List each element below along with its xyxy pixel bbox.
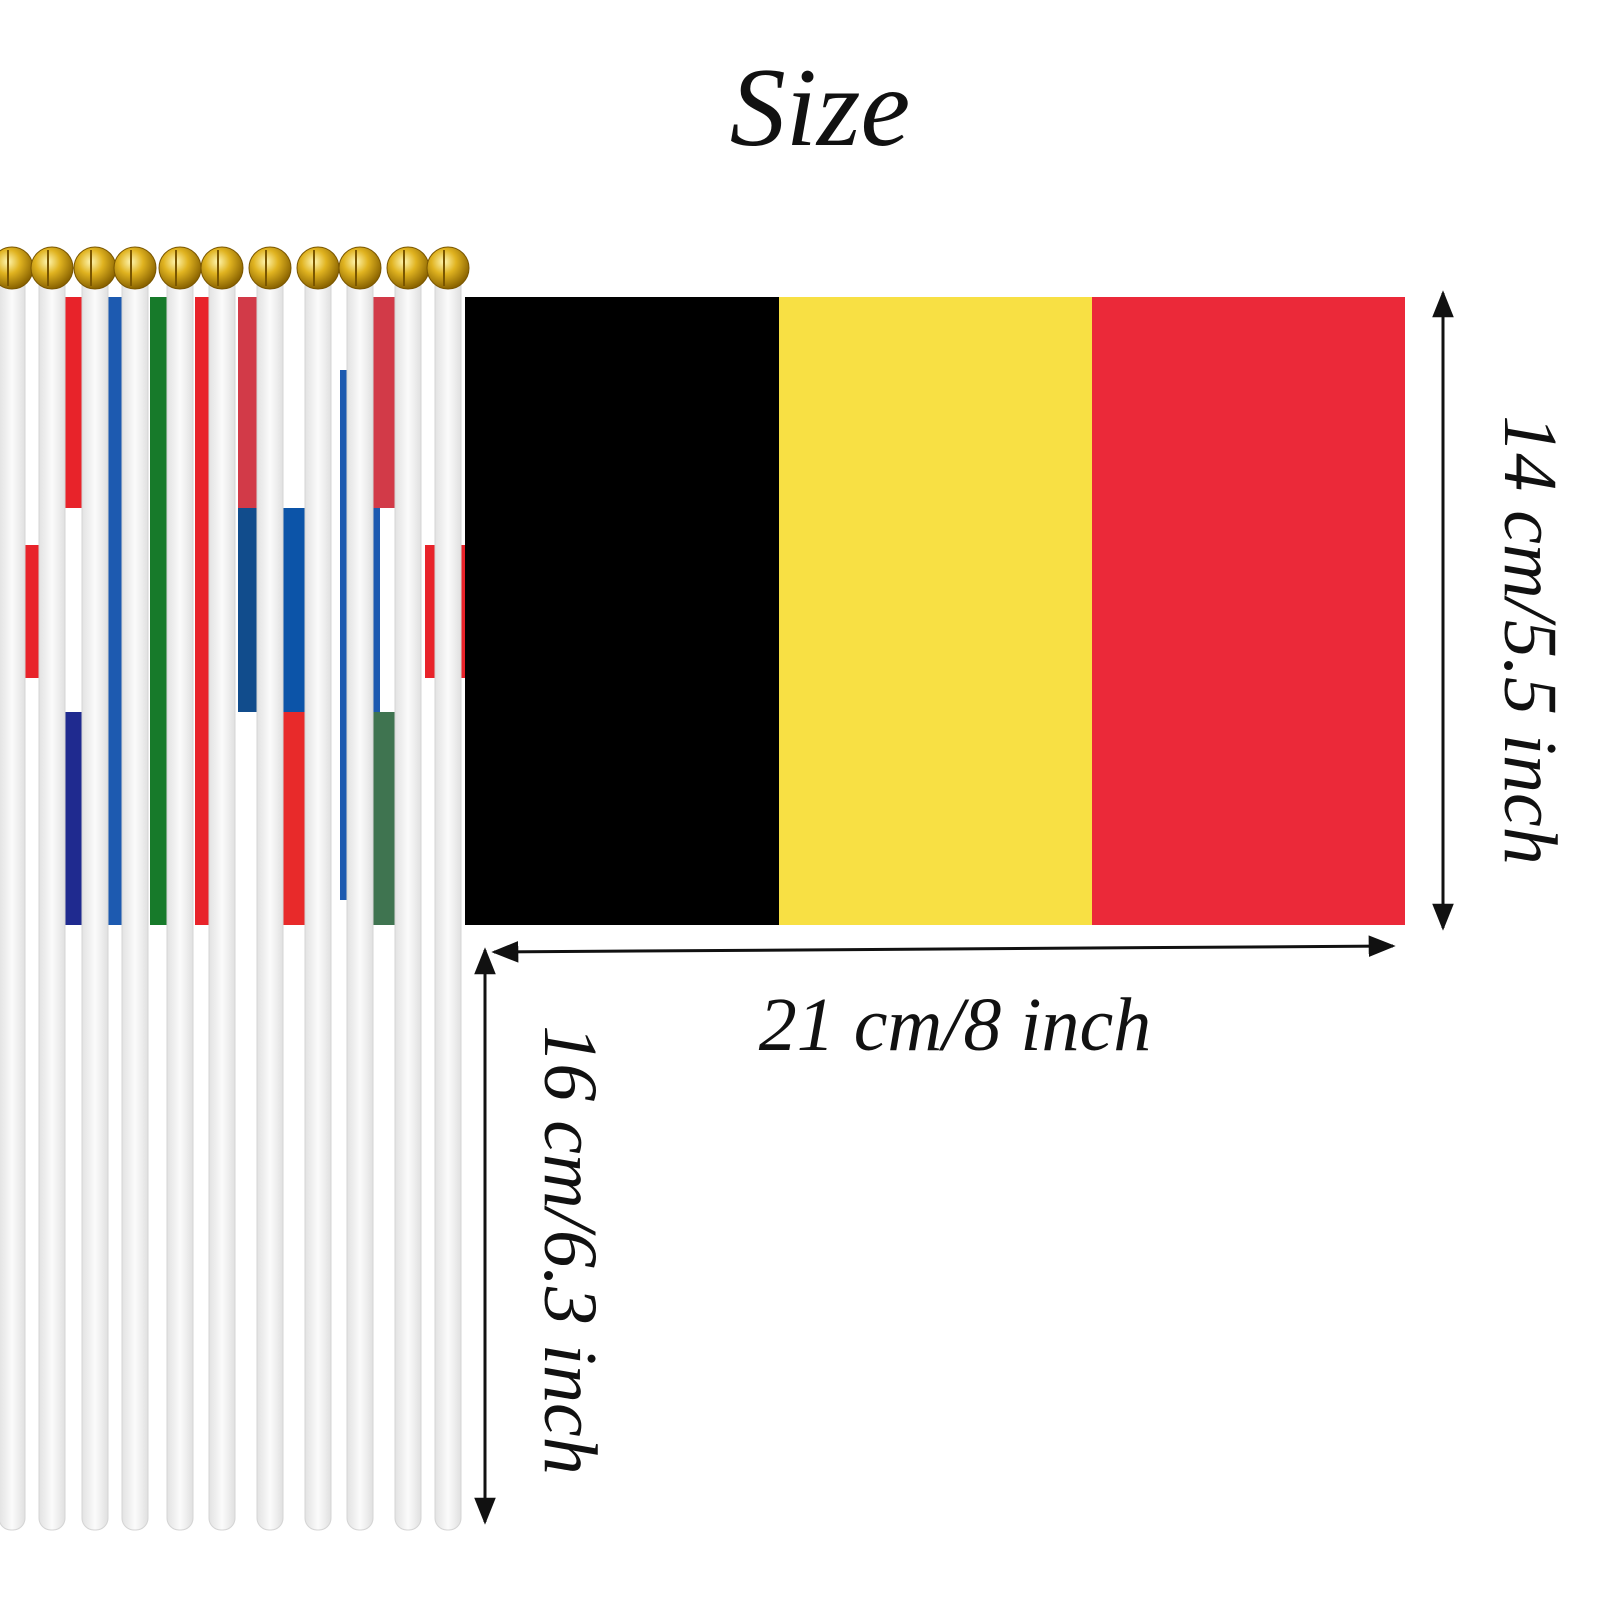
width-arrow [491,935,1396,963]
stick [208,269,236,1531]
gold-ball [248,246,292,290]
gold-ball [200,246,244,290]
gold-ball [158,246,202,290]
stick [38,269,66,1531]
stick [0,269,26,1531]
gold-ball [113,246,157,290]
gold-ball [30,246,74,290]
flag-sticks [0,246,470,1531]
stick [394,269,422,1531]
stick [256,269,284,1531]
gold-ball [426,246,470,290]
title: Size [730,46,910,170]
gold-ball [338,246,382,290]
flag-stripe-black [465,297,779,925]
stick [304,269,332,1531]
stick [346,269,374,1531]
stick [121,269,149,1531]
width-label: 21 cm/8 inch [759,983,1152,1067]
height-label: 14 cm/5.5 inch [1488,415,1572,865]
stick-label: 16 cm/6.3 inch [528,1025,612,1475]
stick [434,269,462,1531]
gold-ball [73,246,117,290]
belgian-flag [465,297,1405,925]
gold-ball [0,246,34,290]
gold-ball [296,246,340,290]
stick [166,269,194,1531]
flag-stripe-yellow [779,297,1092,925]
gold-ball [386,246,430,290]
flag-stripe-red [1092,297,1405,925]
stick [81,269,109,1531]
